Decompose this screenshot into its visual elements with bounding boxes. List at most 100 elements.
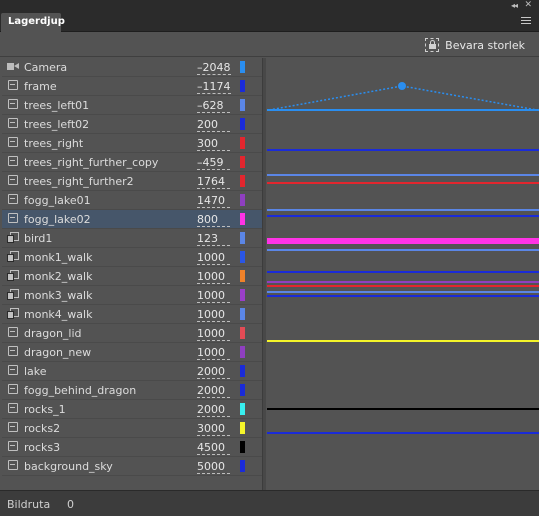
layer-color-swatch[interactable] (240, 308, 245, 320)
layer-color-swatch[interactable] (240, 99, 245, 111)
layer-color-swatch[interactable] (240, 346, 245, 358)
layer-row[interactable]: rocks2 3000 (2, 419, 262, 438)
layer-icon (7, 422, 19, 433)
layer-row[interactable]: Camera –2048 (2, 58, 262, 77)
layer-color-swatch[interactable] (240, 289, 245, 301)
layer-row[interactable]: trees_left01 –628 (2, 96, 262, 115)
layer-row[interactable]: dragon_lid 1000 (2, 324, 262, 343)
movieclip-layer-icon (7, 232, 19, 243)
movieclip-layer-icon (7, 289, 19, 300)
layer-name: dragon_new (24, 346, 92, 359)
panel-menu-icon[interactable] (521, 17, 531, 26)
layer-name: trees_left01 (24, 99, 90, 112)
layer-depth-value[interactable]: 1000 (197, 308, 230, 322)
layer-name: trees_right (24, 137, 84, 150)
layer-depth-value[interactable]: 1000 (197, 327, 230, 341)
layer-depth-value[interactable]: –628 (197, 99, 230, 113)
layer-row[interactable]: monk1_walk 1000 (2, 248, 262, 267)
layer-icon (7, 80, 19, 91)
keep-size-label: Bevara storlek (445, 38, 525, 52)
tab-lagerdjup[interactable]: Lagerdjup (1, 13, 65, 32)
layer-depth-value[interactable]: 1764 (197, 175, 230, 189)
layer-row[interactable]: trees_left02 200 (2, 115, 262, 134)
layer-color-swatch[interactable] (240, 80, 245, 92)
layer-depth-value[interactable]: 1000 (197, 346, 230, 360)
layer-depth-value[interactable]: 1000 (197, 270, 230, 284)
layer-icon (7, 460, 19, 471)
layer-row[interactable]: fogg_lake01 1470 (2, 191, 262, 210)
layer-depth-value[interactable]: 300 (197, 137, 230, 151)
close-panel-icon[interactable]: ✕ (524, 0, 532, 10)
layer-color-swatch[interactable] (240, 137, 245, 149)
layer-row[interactable]: background_sky 5000 (2, 457, 262, 476)
layer-color-swatch[interactable] (240, 422, 245, 434)
layer-depth-value[interactable]: 123 (197, 232, 230, 246)
layer-row[interactable]: trees_right 300 (2, 134, 262, 153)
layer-depth-value[interactable]: 800 (197, 213, 230, 227)
layer-name: rocks3 (24, 441, 61, 454)
movieclip-layer-icon (7, 308, 19, 319)
layer-color-swatch[interactable] (240, 270, 245, 282)
frame-label: Bildruta (7, 498, 51, 511)
layer-depth-value[interactable]: –459 (197, 156, 230, 170)
layer-row[interactable]: trees_right_further_copy –459 (2, 153, 262, 172)
layer-name: fogg_behind_dragon (24, 384, 137, 397)
layer-color-swatch[interactable] (240, 365, 245, 377)
layer-row[interactable]: fogg_behind_dragon 2000 (2, 381, 262, 400)
layer-icon (7, 175, 19, 186)
layer-name: Camera (24, 61, 68, 74)
layer-color-swatch[interactable] (240, 175, 245, 187)
layer-row[interactable]: monk4_walk 1000 (2, 305, 262, 324)
layer-row[interactable]: monk3_walk 1000 (2, 286, 262, 305)
layer-name: monk4_walk (24, 308, 93, 321)
layer-depth-value[interactable]: 1000 (197, 289, 230, 303)
layer-color-swatch[interactable] (240, 460, 245, 472)
layer-color-swatch[interactable] (240, 118, 245, 130)
layer-color-swatch[interactable] (240, 441, 245, 453)
layer-depth-value[interactable]: 5000 (197, 460, 230, 474)
layer-color-swatch[interactable] (240, 213, 245, 225)
layer-icon (7, 403, 19, 414)
layer-color-swatch[interactable] (240, 232, 245, 244)
depth-view[interactable] (267, 58, 539, 490)
layer-row[interactable]: trees_right_further2 1764 (2, 172, 262, 191)
layer-color-swatch[interactable] (240, 384, 245, 396)
layer-name: monk3_walk (24, 289, 93, 302)
layer-depth-value[interactable]: –1174 (197, 80, 231, 94)
layer-color-swatch[interactable] (240, 327, 245, 339)
layer-depth-value[interactable]: 2000 (197, 403, 230, 417)
layer-row[interactable]: lake 2000 (2, 362, 262, 381)
layer-name: monk1_walk (24, 251, 93, 264)
layer-color-swatch[interactable] (240, 61, 245, 73)
camera-icon (7, 61, 19, 72)
layer-depth-value[interactable]: 2000 (197, 365, 230, 379)
layer-color-swatch[interactable] (240, 156, 245, 168)
layer-depth-value[interactable]: 1470 (197, 194, 230, 208)
layer-depth-value[interactable]: 3000 (197, 422, 230, 436)
layer-depth-value[interactable]: 1000 (197, 251, 230, 265)
layer-icon (7, 441, 19, 452)
layer-name: monk2_walk (24, 270, 93, 283)
layer-row[interactable]: monk2_walk 1000 (2, 267, 262, 286)
panel-splitter[interactable] (262, 58, 266, 490)
layer-icon (7, 194, 19, 205)
keep-size-button[interactable]: Bevara storlek (425, 37, 525, 53)
layer-row[interactable]: fogg_lake02 800 (2, 210, 262, 229)
layer-row[interactable]: frame –1174 (2, 77, 262, 96)
layer-depth-value[interactable]: 4500 (197, 441, 230, 455)
layer-depth-value[interactable]: –2048 (197, 61, 231, 75)
layer-depth-value[interactable]: 200 (197, 118, 230, 132)
frame-value[interactable]: 0 (67, 498, 74, 511)
layer-color-swatch[interactable] (240, 403, 245, 415)
layer-icon (7, 156, 19, 167)
movieclip-layer-icon (7, 270, 19, 281)
layer-color-swatch[interactable] (240, 251, 245, 263)
layer-color-swatch[interactable] (240, 194, 245, 206)
layer-row[interactable]: dragon_new 1000 (2, 343, 262, 362)
layer-depth-value[interactable]: 2000 (197, 384, 230, 398)
layer-row[interactable]: bird1 123 (2, 229, 262, 248)
panel-toolbar: Bevara storlek (0, 32, 539, 57)
layer-row[interactable]: rocks_1 2000 (2, 400, 262, 419)
layer-row[interactable]: rocks3 4500 (2, 438, 262, 457)
collapse-panel-icon[interactable]: ◂◂ (510, 1, 518, 10)
